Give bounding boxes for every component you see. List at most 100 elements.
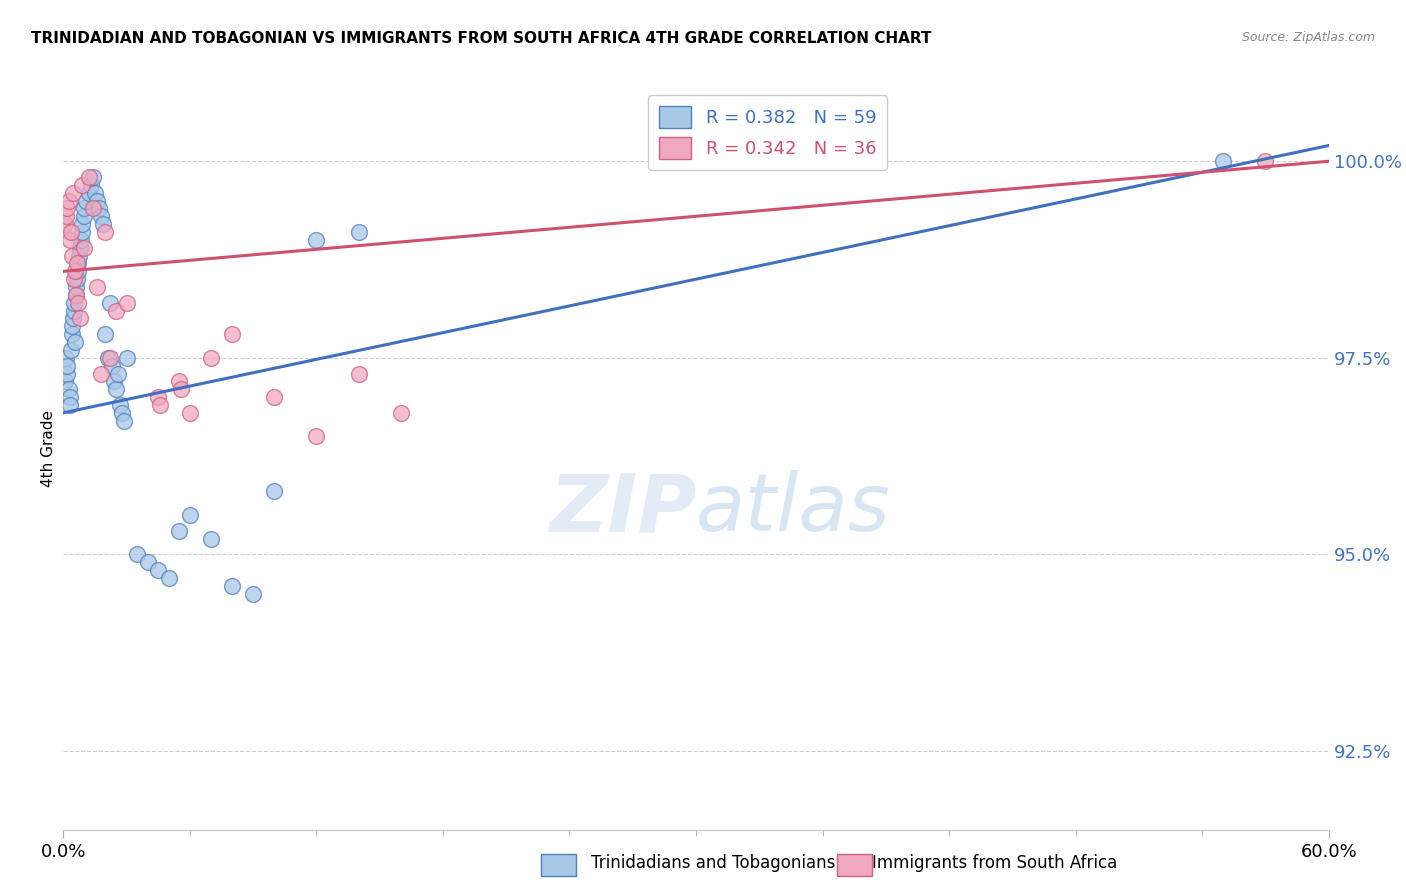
Point: [305, 233, 328, 247]
Text: TRINIDADIAN AND TOBAGONIAN VS IMMIGRANTS FROM SOUTH AFRICA 4TH GRADE CORRELATION: TRINIDADIAN AND TOBAGONIAN VS IMMIGRANTS…: [31, 31, 931, 46]
Text: Source: ZipAtlas.com: Source: ZipAtlas.com: [1241, 31, 1375, 45]
Point: [58, 233, 80, 247]
Point: [1212, 154, 1234, 169]
Point: [148, 563, 170, 577]
Point: [60, 249, 83, 263]
Point: [55, 209, 77, 223]
Point: [98, 295, 121, 310]
Point: [84, 186, 107, 200]
Point: [107, 367, 129, 381]
Point: [98, 351, 121, 365]
Point: [65, 288, 87, 302]
Point: [101, 359, 124, 373]
Point: [242, 587, 264, 601]
Point: [70, 178, 93, 192]
Text: ZIP: ZIP: [548, 470, 696, 549]
Point: [82, 169, 104, 184]
Point: [200, 351, 222, 365]
Point: [58, 382, 80, 396]
Point: [65, 280, 87, 294]
Point: [77, 169, 100, 184]
Point: [66, 264, 90, 278]
Point: [93, 217, 114, 231]
Point: [62, 295, 84, 310]
Point: [69, 241, 91, 255]
Point: [66, 295, 90, 310]
Point: [94, 327, 117, 342]
Point: [63, 264, 86, 278]
Point: [70, 233, 93, 247]
Point: [62, 303, 84, 318]
Text: Trinidadians and Tobagonians: Trinidadians and Tobagonians: [591, 855, 835, 872]
Point: [66, 272, 89, 286]
Point: [67, 249, 90, 263]
Point: [90, 367, 112, 381]
Point: [90, 209, 112, 223]
Point: [263, 484, 285, 499]
Point: [59, 343, 82, 357]
Point: [63, 335, 86, 350]
Point: [56, 202, 79, 216]
Point: [70, 225, 93, 239]
Point: [115, 351, 138, 365]
Point: [79, 178, 103, 192]
Point: [73, 209, 96, 223]
Point: [127, 547, 148, 561]
Point: [62, 272, 84, 286]
Point: [86, 194, 108, 208]
Legend: R = 0.382   N = 59, R = 0.342   N = 36: R = 0.382 N = 59, R = 0.342 N = 36: [648, 95, 887, 169]
Point: [62, 186, 84, 200]
Point: [136, 555, 159, 569]
Point: [112, 414, 135, 428]
Point: [148, 390, 170, 404]
Point: [179, 406, 201, 420]
Point: [169, 524, 191, 538]
Point: [73, 202, 96, 216]
Point: [56, 367, 79, 381]
Point: [169, 375, 191, 389]
Point: [263, 390, 285, 404]
Point: [157, 571, 180, 585]
Y-axis label: 4th Grade: 4th Grade: [41, 409, 56, 487]
Point: [58, 390, 80, 404]
Point: [200, 532, 222, 546]
Point: [347, 225, 370, 239]
Text: Immigrants from South Africa: Immigrants from South Africa: [872, 855, 1116, 872]
Point: [59, 225, 82, 239]
Point: [105, 382, 127, 396]
Point: [58, 194, 80, 208]
Point: [53, 375, 76, 389]
Point: [60, 319, 83, 334]
Point: [1254, 154, 1277, 169]
Point: [96, 351, 118, 365]
Point: [115, 295, 138, 310]
Point: [66, 256, 90, 270]
Point: [87, 202, 110, 216]
Point: [110, 398, 132, 412]
Point: [70, 217, 93, 231]
Point: [53, 217, 76, 231]
Point: [105, 303, 127, 318]
Point: [221, 327, 243, 342]
Point: [65, 288, 87, 302]
Point: [69, 311, 91, 326]
Point: [73, 241, 96, 255]
Point: [60, 327, 83, 342]
Point: [305, 429, 328, 443]
Point: [179, 508, 201, 522]
Point: [62, 311, 84, 326]
Point: [94, 225, 117, 239]
Point: [347, 367, 370, 381]
Point: [55, 351, 77, 365]
Point: [77, 186, 100, 200]
Point: [221, 579, 243, 593]
Point: [389, 406, 412, 420]
Point: [103, 375, 125, 389]
Point: [66, 256, 89, 270]
Point: [56, 359, 79, 373]
Point: [76, 194, 98, 208]
Point: [111, 406, 134, 420]
Text: atlas: atlas: [696, 470, 891, 549]
Point: [170, 382, 193, 396]
Point: [58, 398, 80, 412]
